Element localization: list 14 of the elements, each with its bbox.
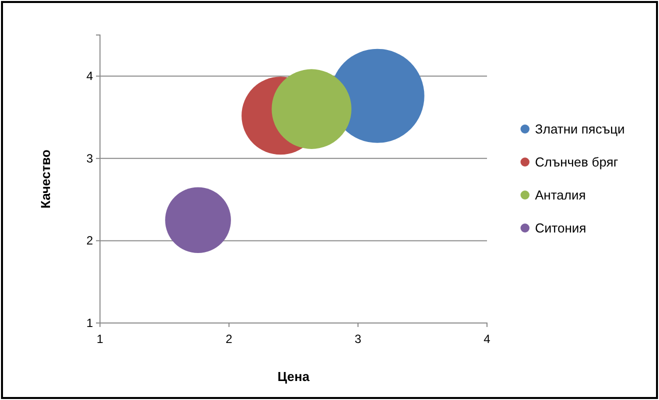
legend-label: Слънчев бряг (535, 154, 618, 170)
x-axis-title: Цена (278, 369, 310, 384)
x-tick-label: 4 (484, 332, 491, 346)
legend-label: Ситония (535, 220, 586, 236)
y-tick-label: 2 (86, 234, 94, 248)
y-tick-label: 3 (86, 151, 94, 166)
x-tick-label: 2 (226, 332, 233, 346)
y-tick-label: 4 (86, 68, 94, 83)
x-tick-label: 1 (96, 332, 104, 346)
legend-label: Златни пясъци (535, 122, 625, 136)
legend-label: Анталия (535, 188, 586, 202)
y-tick-label: 1 (86, 316, 94, 330)
y-axis-title: Качество (38, 149, 53, 208)
x-tick-label: 3 (354, 332, 362, 346)
